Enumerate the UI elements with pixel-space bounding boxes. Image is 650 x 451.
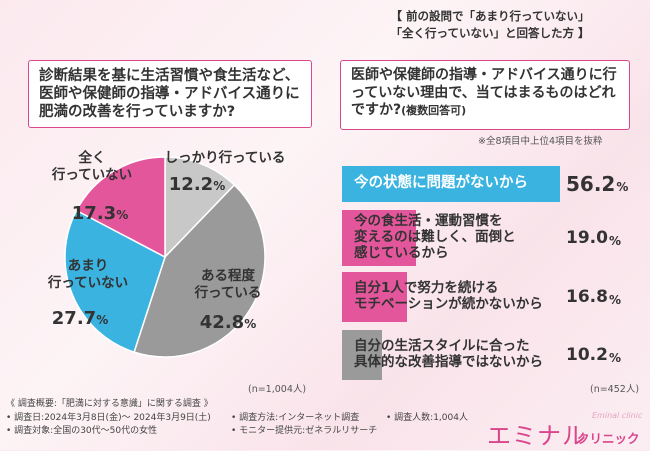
pie-slice bbox=[75, 156, 166, 259]
bar-value-label: 10.2% bbox=[566, 345, 621, 365]
bar-category-label: 自分1人で努力を続ける モチベーションが続かないから bbox=[354, 280, 543, 312]
pie-chart: しっかり行っている 12.2% ある程度行っている 42.8% あまり行っていない 27.… bbox=[47, 149, 286, 358]
pie-slice-label: あまり行っていない bbox=[47, 258, 128, 291]
right-question-text: 医師や保健師の指導・アドバイス通りに行っていない理由で、当てはまるものはどれです… bbox=[351, 67, 617, 118]
pie-slice bbox=[164, 156, 236, 259]
left-sample-note: (n=1,004人) bbox=[248, 384, 307, 395]
pie-slice bbox=[133, 183, 266, 358]
pie-slice-label: 全く行っていない bbox=[51, 149, 132, 183]
survey-period: • 調査日:2024年3月8日(金)〜 2024年3月9日(土) bbox=[6, 412, 211, 423]
logo-main-text: エミナル bbox=[487, 422, 587, 450]
bar-value-label: 56.2% bbox=[566, 172, 629, 196]
right-question-suffix: (複数回答可) bbox=[401, 104, 467, 117]
right-subtitle: 【 前の設問で「あまり行っていない」 「全く行っていない」と回答した方 】 bbox=[360, 8, 620, 41]
survey-title: 《 調査概要:「肥満に対する意識」に関する調査 》 bbox=[6, 399, 213, 409]
pie-slice-label: ある程度行っている bbox=[194, 267, 262, 301]
survey-overview: 《 調査概要:「肥満に対する意識」に関する調査 》 • 調査日:2024年3月8… bbox=[6, 398, 476, 439]
bar bbox=[342, 166, 560, 202]
right-question-box: 医師や保健師の指導・アドバイス通りに行っていない理由で、当てはまるものはどれです… bbox=[340, 60, 630, 130]
bar-value-label: 19.0% bbox=[566, 228, 621, 248]
right-top-note: ※全8項目中上位4項目を抜粋 bbox=[478, 136, 603, 147]
bar-row: 今の食生活・運動習慣を 変えるのは難しく、面倒と 感じているから 19.0% bbox=[342, 210, 642, 266]
left-question-box: 診断結果を基に生活習慣や食生活など、医師や保健師の指導・アドバイス通りに肥満の改… bbox=[28, 60, 312, 128]
pie-slice-value: 42.8% bbox=[200, 312, 256, 333]
bar-row: 今の状態に問題がないから 56.2% bbox=[342, 166, 642, 202]
bar-category-label: 今の状態に問題がないから bbox=[354, 175, 528, 192]
pie-slice bbox=[64, 209, 166, 354]
pie-slice-value: 27.7% bbox=[52, 308, 108, 329]
right-sample-note: (n=452人) bbox=[590, 384, 640, 395]
right-subtitle-line-2: 「全く行っていない」と回答した方 】 bbox=[390, 25, 590, 40]
survey-target: • 調査対象:全国の30代〜50代の女性 bbox=[6, 426, 158, 436]
pie-slice-label: しっかり行っている bbox=[165, 149, 286, 166]
left-question-text: 診断結果を基に生活習慣や食生活など、医師や保健師の指導・アドバイス通りに肥満の改… bbox=[39, 68, 300, 121]
right-subtitle-line-1: 【 前の設問で「あまり行っていない」 bbox=[390, 9, 590, 23]
pie-slice-value: 12.2% bbox=[169, 174, 225, 195]
bar-row: 自分1人で努力を続ける モチベーションが続かないから 16.8% bbox=[342, 272, 642, 322]
bar-row: 自分の生活スタイルに合った 具体的な改善指導ではないから 10.2% bbox=[342, 330, 642, 380]
bar bbox=[342, 330, 382, 380]
bar-category-label: 今の食生活・運動習慣を 変えるのは難しく、面倒と 感じているから bbox=[354, 213, 516, 261]
survey-count: • 調査人数:1,004人 bbox=[386, 412, 468, 423]
pie-slice-value: 17.3% bbox=[72, 203, 128, 224]
bar bbox=[342, 272, 408, 322]
bar-category-label: 自分の生活スタイルに合った 具体的な改善指導ではないから bbox=[354, 338, 543, 370]
bar bbox=[342, 210, 416, 266]
clinic-logo: Eminal clinic エミナル クリニック bbox=[487, 408, 647, 450]
survey-provider: • モニター提供元:ゼネラルリサーチ bbox=[231, 426, 378, 436]
bar-value-label: 16.8% bbox=[566, 287, 621, 307]
logo-sub-text: クリニック bbox=[577, 431, 640, 446]
logo-english: Eminal clinic bbox=[592, 411, 643, 420]
survey-method: • 調査方法:インターネット調査 bbox=[231, 412, 360, 423]
